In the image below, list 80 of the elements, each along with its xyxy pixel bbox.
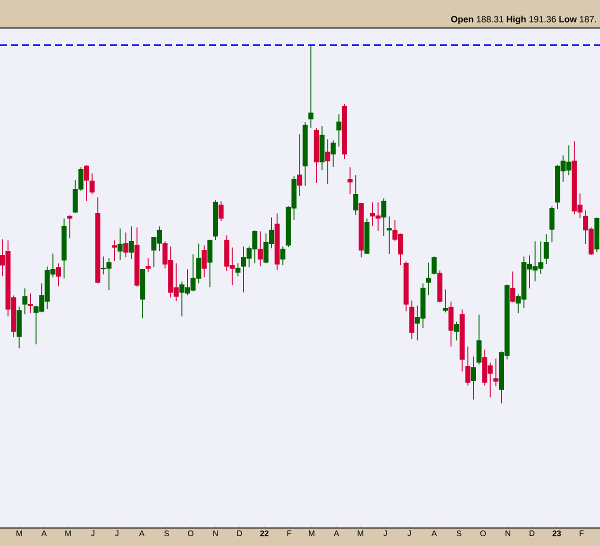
candlestick <box>437 270 442 303</box>
x-tick-label: S <box>456 530 462 536</box>
x-tick-label: M <box>16 530 22 536</box>
candlestick <box>442 289 448 313</box>
candlestick <box>207 240 212 288</box>
candlestick <box>325 138 330 185</box>
candlestick <box>476 314 482 365</box>
candlestick <box>274 213 280 271</box>
candlestick <box>95 196 100 284</box>
candlestick <box>112 240 118 262</box>
candlestick <box>470 356 476 400</box>
x-tick-label: N <box>213 530 218 536</box>
x-tick-label: N <box>506 530 510 536</box>
x-tick-label: D <box>237 530 242 536</box>
candlestick <box>432 256 437 275</box>
x-tick-label: S <box>164 530 169 536</box>
candlestick <box>134 227 140 288</box>
x-tick-label: M <box>308 530 314 536</box>
candlestick <box>544 234 549 264</box>
candlestick <box>381 198 386 237</box>
candlestick <box>302 122 308 186</box>
candlestick <box>460 309 465 372</box>
candlestick <box>297 134 302 196</box>
candlestick <box>404 261 409 312</box>
candlestick <box>140 268 146 319</box>
x-tick-label: 22 <box>260 530 268 536</box>
candlestick <box>118 228 123 261</box>
candlestick <box>258 230 263 267</box>
text: Open 188.31 High 191.36 Low 187. <box>451 16 596 24</box>
x-tick-label: M <box>65 530 71 536</box>
x-tick-label: A <box>41 530 47 536</box>
candlestick <box>549 206 554 243</box>
candlestick <box>320 126 325 171</box>
candlestick <box>426 262 432 296</box>
candlestick <box>364 218 370 254</box>
candlestick <box>280 246 286 266</box>
x-tick-label: A <box>432 530 437 536</box>
candlestick <box>235 262 240 277</box>
x-tick-label: D <box>530 530 534 536</box>
candlestick <box>84 164 90 202</box>
candlestick <box>330 140 336 168</box>
x-tick-label: J <box>91 530 94 536</box>
candlestick <box>28 292 33 314</box>
candlestick <box>202 244 207 278</box>
x-tick-label: J <box>407 530 411 536</box>
candlestick <box>218 200 224 222</box>
candlestick <box>358 202 364 258</box>
x-tick-label: A <box>139 530 144 536</box>
candlestick <box>465 346 470 386</box>
x-tick-label: F <box>580 530 584 536</box>
x-tick-label: J <box>383 530 387 536</box>
candlestick <box>409 300 414 340</box>
candlestick <box>56 262 62 287</box>
candlestick <box>336 114 342 148</box>
candlestick <box>353 174 358 216</box>
candlestick <box>493 358 498 387</box>
x-tick-label: M <box>358 530 364 536</box>
candlestick <box>314 128 319 184</box>
x-tick-label: O <box>188 530 194 536</box>
x-tick-label: O <box>480 530 486 536</box>
candlestick <box>16 306 22 349</box>
candlestick <box>62 218 67 279</box>
candlestick <box>348 166 353 195</box>
candlestick <box>128 226 134 260</box>
x-tick-label: 23 <box>552 530 561 536</box>
candlestick <box>308 44 314 128</box>
candlestick <box>510 271 516 303</box>
x-tick-label: A <box>334 530 340 536</box>
candlestick <box>448 301 454 347</box>
candlestick <box>386 216 392 254</box>
candlestick <box>123 232 128 258</box>
candlestick <box>146 258 151 273</box>
candlestick <box>342 104 347 160</box>
candlestick <box>67 214 72 239</box>
candlestick <box>22 288 28 315</box>
candlestick <box>212 200 218 240</box>
x-tick-label: F <box>287 530 292 536</box>
candlestick <box>90 172 95 195</box>
candlestick <box>454 321 460 341</box>
x-tick-label: J <box>115 530 118 536</box>
